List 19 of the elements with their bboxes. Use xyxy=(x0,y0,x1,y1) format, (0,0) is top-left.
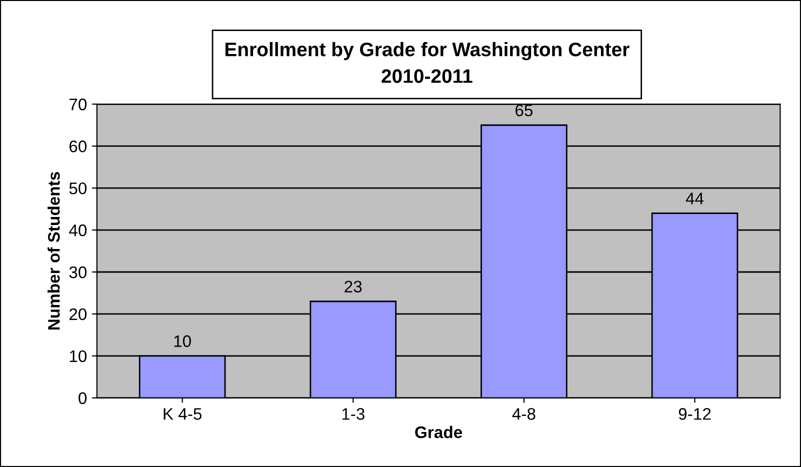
y-tick-label: 40 xyxy=(69,224,87,236)
x-tick-label: 4-8 xyxy=(512,408,536,420)
y-tick-label: 0 xyxy=(78,392,87,404)
data-label: 44 xyxy=(686,192,704,204)
chart-title: Enrollment by Grade for Washington Center 2010-2011 xyxy=(226,42,630,83)
y-tick-label: 50 xyxy=(69,182,87,194)
x-tick-label: K 4-5 xyxy=(164,408,202,420)
data-label: 65 xyxy=(516,104,533,116)
x-axis-title: Grade xyxy=(415,426,462,438)
y-tick-label: 60 xyxy=(70,140,87,152)
x-tick-label: 9-12 xyxy=(678,408,711,420)
y-tick-label: 30 xyxy=(69,266,87,278)
data-label: 23 xyxy=(344,280,362,293)
y-tick-label: 20 xyxy=(70,308,87,320)
data-label: 10 xyxy=(174,335,191,348)
y-tick-label: 70 xyxy=(70,98,87,110)
y-tick-label: 10 xyxy=(70,350,87,362)
x-tick-label: 1-3 xyxy=(342,408,364,420)
y-axis-title: Number of Students xyxy=(48,172,60,330)
